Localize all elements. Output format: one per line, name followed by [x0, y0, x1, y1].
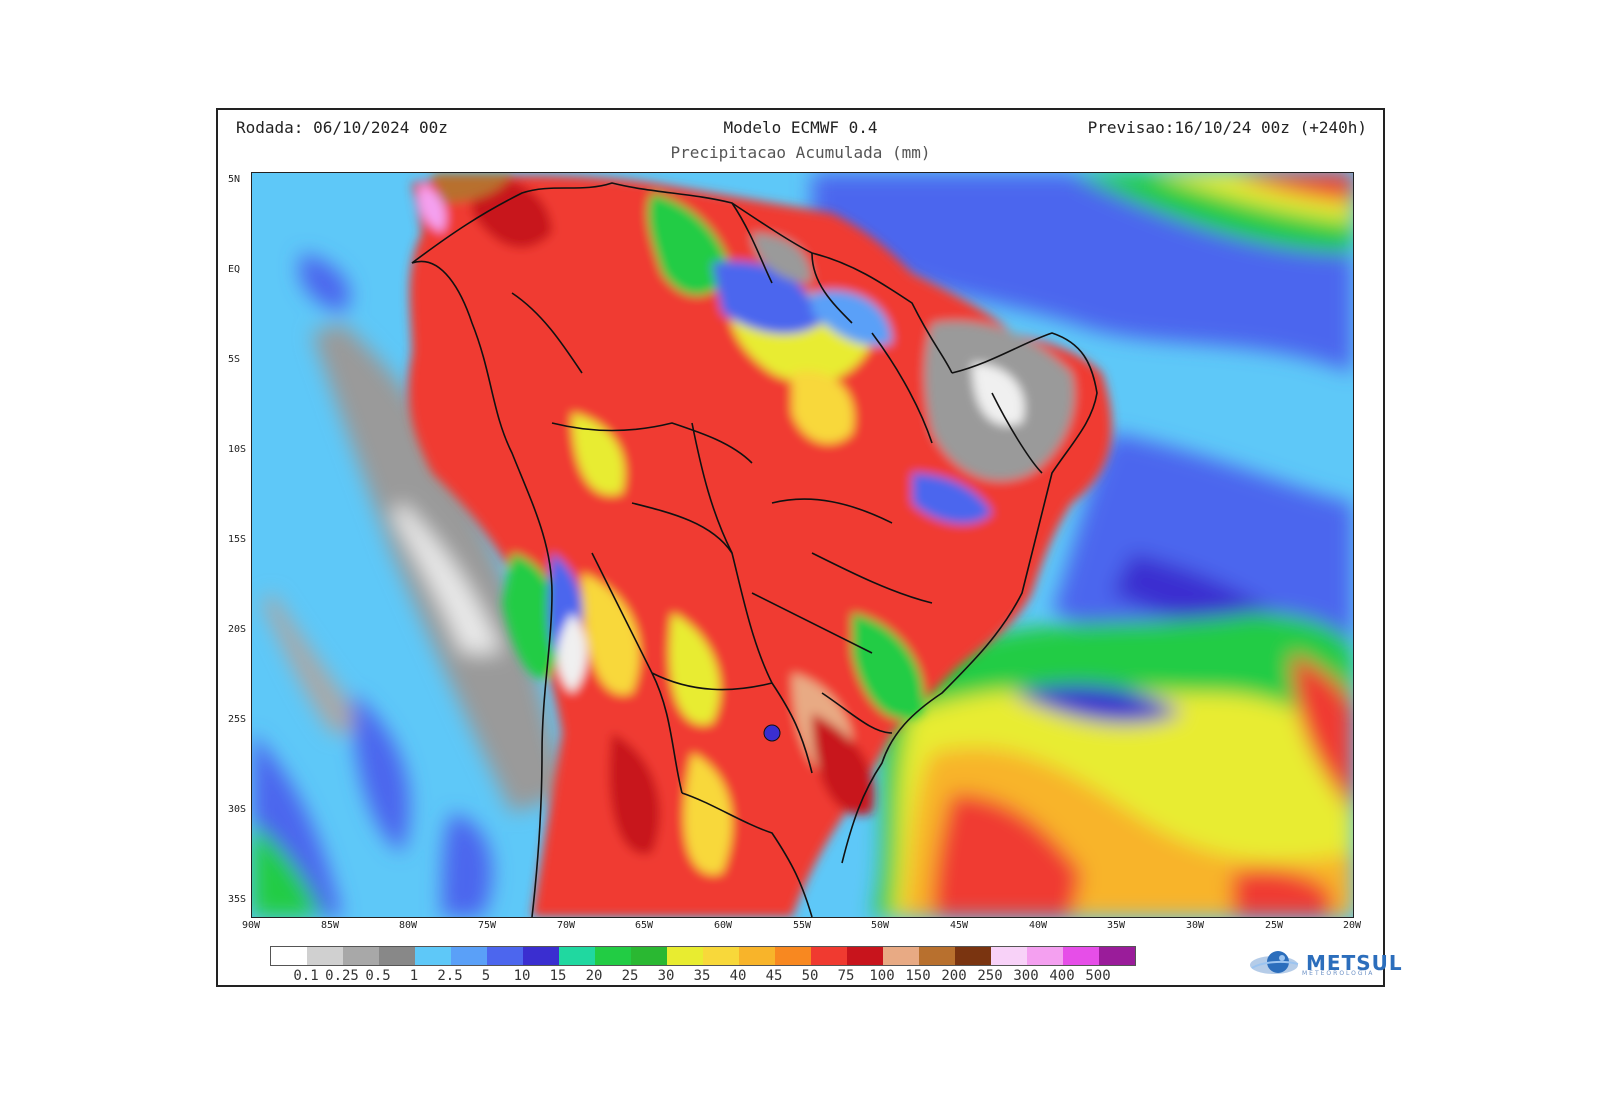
legend-swatch: [1099, 947, 1135, 965]
run-label: Rodada: 06/10/2024 00z: [236, 118, 448, 137]
legend-label: 5: [481, 968, 491, 984]
legend-swatch: [415, 947, 451, 965]
legend-label: 0.25: [325, 968, 359, 984]
legend-label: 30: [657, 968, 675, 984]
lat-label-25s: 25S: [228, 714, 247, 725]
legend-swatch: [631, 947, 667, 965]
legend-label: 250: [977, 968, 1003, 984]
legend-label: 35: [693, 968, 711, 984]
legend-swatch: [883, 947, 919, 965]
color-legend: [270, 946, 1136, 966]
legend-label: 40: [729, 968, 747, 984]
lon-label-60w: 60W: [713, 920, 733, 931]
legend-swatch: [739, 947, 775, 965]
lon-label-55w: 55W: [792, 920, 812, 931]
legend-label: 20: [585, 968, 603, 984]
lon-label-50w: 50W: [870, 920, 890, 931]
lon-label-80w: 80W: [398, 920, 418, 931]
legend-label: 45: [765, 968, 783, 984]
legend-label: 0.1: [293, 968, 319, 984]
lat-label-eq: EQ: [228, 264, 241, 275]
lat-label-35s: 35S: [228, 894, 247, 905]
lon-label-35w: 35W: [1106, 920, 1126, 931]
legend-swatch: [487, 947, 523, 965]
lon-label-70w: 70W: [556, 920, 576, 931]
legend-label: 100: [869, 968, 895, 984]
lon-label-90w: 90W: [241, 920, 261, 931]
legend-label: 50: [801, 968, 819, 984]
legend-swatch: [991, 947, 1027, 965]
legend-swatch: [811, 947, 847, 965]
legend-swatch: [919, 947, 955, 965]
lon-label-65w: 65W: [634, 920, 654, 931]
legend-swatch: [451, 947, 487, 965]
lon-label-75w: 75W: [477, 920, 497, 931]
legend-swatch: [343, 947, 379, 965]
legend-swatch: [1027, 947, 1063, 965]
model-label: Modelo ECMWF 0.4: [723, 118, 878, 137]
lat-label-30s: 30S: [228, 804, 247, 815]
legend-label: 75: [837, 968, 855, 984]
legend-label: 400: [1049, 968, 1075, 984]
lat-label-10s: 10S: [228, 444, 247, 455]
legend-swatch: [379, 947, 415, 965]
legend-label: 1: [409, 968, 419, 984]
precipitation-map: [251, 172, 1354, 918]
lon-label-30w: 30W: [1185, 920, 1205, 931]
legend-label: 0.5: [365, 968, 391, 984]
metsul-logo: METSUL METEOROLOGIA: [1248, 948, 1403, 978]
lon-label-45w: 45W: [949, 920, 969, 931]
legend-swatch: [307, 947, 343, 965]
legend-label: 25: [621, 968, 639, 984]
legend-swatch: [955, 947, 991, 965]
legend-label: 10: [513, 968, 531, 984]
legend-label: 15: [549, 968, 567, 984]
legend-label: 300: [1013, 968, 1039, 984]
logo-subtext: METEOROLOGIA: [1302, 970, 1375, 977]
legend-swatch: [559, 947, 595, 965]
globe-icon: [1250, 951, 1299, 974]
legend-swatch: [847, 947, 883, 965]
lon-label-20w: 20W: [1342, 920, 1362, 931]
lat-label-5n: 5N: [228, 174, 241, 185]
legend-swatch: [1063, 947, 1099, 965]
legend-swatch: [703, 947, 739, 965]
legend-label: 200: [941, 968, 967, 984]
forecast-panel: Rodada: 06/10/2024 00z Modelo ECMWF 0.4 …: [216, 108, 1402, 987]
lat-label-15s: 15S: [228, 534, 247, 545]
legend-label: 500: [1085, 968, 1111, 984]
legend-label: 2.5: [437, 968, 463, 984]
logo-text: METSUL: [1306, 951, 1403, 975]
map-subtitle: Precipitacao Acumulada (mm): [670, 143, 931, 162]
legend-swatch: [775, 947, 811, 965]
lon-label-40w: 40W: [1028, 920, 1048, 931]
legend-label: 150: [905, 968, 931, 984]
lon-label-25w: 25W: [1264, 920, 1284, 931]
lat-label-20s: 20S: [228, 624, 247, 635]
legend-swatch: [523, 947, 559, 965]
lat-label-5s: 5S: [228, 354, 241, 365]
legend-swatch: [271, 947, 307, 965]
legend-swatch: [595, 947, 631, 965]
forecast-label: Previsao:16/10/24 00z (+240h): [1087, 118, 1367, 137]
lon-label-85w: 85W: [320, 920, 340, 931]
legend-swatch: [667, 947, 703, 965]
